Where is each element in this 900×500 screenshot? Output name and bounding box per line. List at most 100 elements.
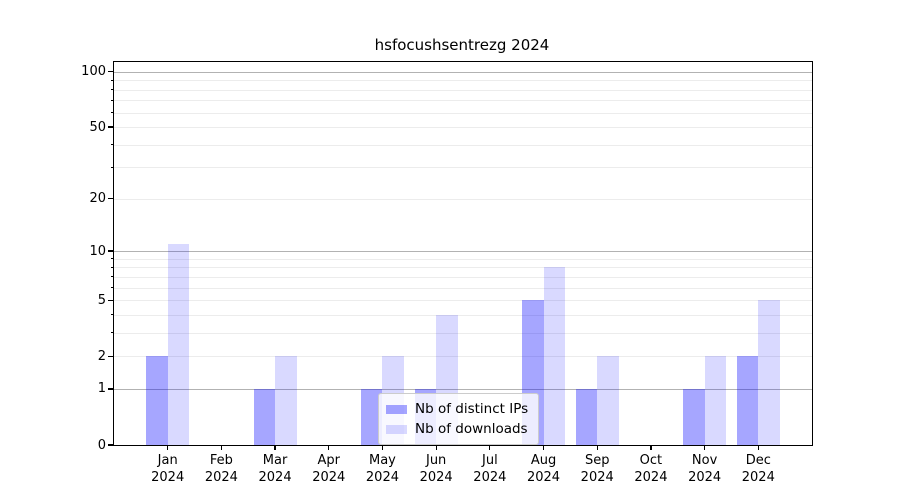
x-tick-mark (328, 445, 330, 450)
legend: Nb of distinct IPs Nb of downloads (378, 393, 540, 445)
x-tick-month: Aug (530, 453, 557, 468)
bar-distinct-ips (683, 388, 705, 445)
x-tick-label: May 2024 (350, 453, 414, 486)
gridline-minor (114, 144, 812, 146)
x-tick-mark (220, 445, 222, 450)
bar-downloads (704, 356, 727, 445)
x-tick-year: 2024 (741, 469, 775, 485)
gridline-minor (114, 198, 812, 200)
y-minor-tick-mark (110, 332, 113, 334)
bar-distinct-ips (360, 388, 383, 445)
y-minor-tick-mark (110, 276, 113, 278)
x-tick-label: Oct 2024 (619, 453, 683, 486)
x-tick-year: 2024 (526, 469, 561, 485)
gridline-minor (114, 356, 812, 358)
x-tick-label: Aug 2024 (512, 453, 576, 486)
legend-entry-downloads: Nb of downloads (386, 419, 528, 439)
y-minor-tick-mark (110, 89, 113, 91)
x-tick-year: 2024 (258, 469, 292, 485)
x-tick-year: 2024 (688, 469, 722, 485)
y-minor-tick-mark (110, 258, 113, 260)
x-tick-month: May (369, 453, 396, 468)
y-tick-label: 100 (81, 64, 106, 80)
x-tick-year: 2024 (312, 469, 346, 485)
legend-entry-distinct-ips: Nb of distinct IPs (386, 399, 528, 419)
x-tick-month: Jul (482, 453, 498, 468)
x-tick-month: Mar (262, 453, 288, 468)
x-tick-label: Apr 2024 (297, 453, 361, 486)
x-tick-year: 2024 (419, 469, 453, 485)
x-tick-month: Sep (584, 453, 610, 468)
y-tick-mark (108, 71, 113, 73)
y-tick-label: 5 (97, 292, 106, 308)
y-minor-tick-mark (110, 266, 113, 268)
x-tick-month: Oct (639, 453, 663, 468)
gridline-minor (114, 287, 812, 289)
y-tick-mark (108, 126, 113, 128)
x-tick-mark (757, 445, 759, 450)
x-tick-year: 2024 (473, 469, 507, 485)
legend-swatch-distinct-ips (386, 404, 407, 414)
y-tick-mark (108, 198, 113, 200)
bar-downloads (275, 356, 297, 445)
gridline-minor (114, 332, 812, 334)
y-minor-tick-mark (110, 287, 113, 289)
y-minor-tick-mark (110, 99, 113, 101)
plot-area: 0 1 2 5 10 20 50 100 Jan 2024 Feb 2024 Mar 2024 Apr 202… (81, 61, 813, 485)
y-minor-tick-mark (110, 79, 113, 81)
chart-title: hsfocushsentrezg 2024 (374, 36, 550, 54)
bar-downloads (758, 300, 780, 445)
gridline-minor (114, 112, 812, 114)
x-tick-month: Jan (157, 453, 178, 468)
bar-downloads (597, 356, 619, 445)
y-tick-mark (108, 388, 113, 390)
gridline-minor (114, 127, 812, 129)
bar-distinct-ips (253, 388, 276, 445)
x-tick-mark (489, 445, 491, 450)
x-tick-mark (650, 445, 652, 450)
x-tick-year: 2024 (634, 469, 668, 485)
y-tick-mark (108, 250, 113, 252)
x-tick-year: 2024 (151, 469, 185, 485)
x-tick-mark (381, 445, 384, 450)
y-tick-label: 0 (97, 437, 106, 453)
y-minor-tick-mark (110, 144, 113, 146)
x-tick-label: Jan 2024 (136, 453, 200, 486)
x-tick-month: Feb (209, 453, 233, 468)
y-tick-mark (108, 299, 113, 301)
y-tick-label: 50 (89, 119, 106, 135)
y-tick-mark (108, 444, 113, 446)
y-minor-tick-mark (110, 314, 113, 316)
x-tick-label: Jul 2024 (458, 453, 522, 486)
legend-swatch-downloads (386, 424, 407, 434)
gridline-minor (114, 80, 812, 82)
legend-label-downloads: Nb of downloads (415, 421, 528, 437)
gridline-minor (114, 314, 812, 316)
x-tick-month: Dec (745, 453, 771, 468)
x-tick-month: Jun (425, 453, 447, 468)
x-tick-year: 2024 (204, 469, 238, 485)
x-tick-year: 2024 (580, 469, 614, 485)
x-tick-label: Mar 2024 (243, 453, 307, 486)
bar-downloads (543, 267, 565, 445)
bar-distinct-ips (146, 356, 168, 445)
x-tick-label: Dec 2024 (726, 453, 790, 486)
gridline-minor (114, 276, 812, 278)
gridline-minor (114, 258, 812, 260)
y-tick-label: 10 (89, 243, 106, 259)
x-tick-label: Jun 2024 (404, 453, 468, 486)
gridline-minor (114, 100, 812, 102)
x-tick-mark (542, 445, 545, 450)
x-tick-label: Nov 2024 (673, 453, 737, 486)
gridline-major (114, 388, 812, 390)
x-tick-mark (435, 445, 437, 450)
y-tick-label: 2 (97, 348, 106, 364)
bar-distinct-ips (575, 388, 598, 445)
gridline-minor (114, 89, 812, 91)
x-tick-month: Apr (317, 453, 341, 468)
gridline-major (114, 251, 812, 253)
x-tick-mark (596, 445, 598, 450)
x-tick-mark (704, 445, 706, 450)
y-tick-label: 1 (97, 381, 106, 397)
